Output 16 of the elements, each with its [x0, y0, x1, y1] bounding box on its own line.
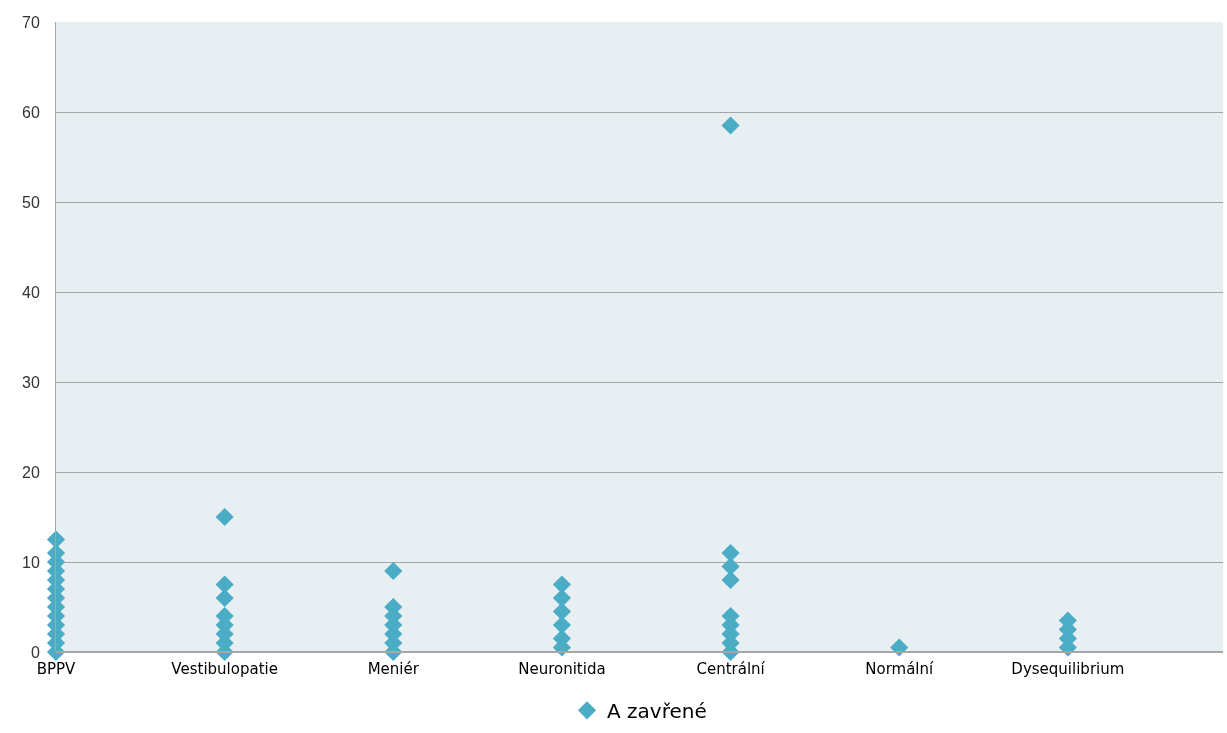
- legend-label: A zavřené: [607, 699, 707, 724]
- x-tick-label: Neuronitida: [518, 660, 606, 678]
- y-tick-label: 10: [22, 553, 40, 571]
- y-tick-label: 60: [22, 103, 40, 121]
- y-tick-label: 40: [22, 283, 40, 301]
- x-tick-label: Dysequilibrium: [1011, 660, 1125, 678]
- x-tick-label: Centrální: [696, 660, 766, 678]
- y-tick-label: 50: [22, 193, 40, 211]
- y-tick-label: 30: [22, 373, 40, 391]
- x-tick-label: BPPV: [36, 660, 77, 678]
- x-tick-label: Normální: [865, 660, 935, 678]
- x-tick-label: Vestibulopatie: [171, 660, 278, 678]
- y-tick-label: 20: [22, 463, 40, 481]
- y-tick-label: 70: [22, 13, 40, 31]
- x-tick-label: Meniér: [367, 660, 420, 678]
- y-tick-label: 0: [30, 643, 40, 661]
